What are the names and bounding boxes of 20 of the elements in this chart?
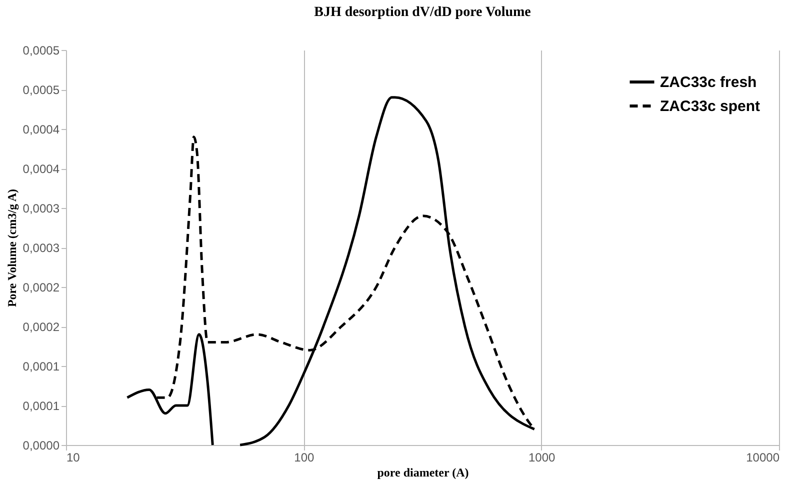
x-tick-label: 1000	[528, 450, 556, 464]
y-tick-label: 0,0000	[22, 438, 60, 452]
y-tick-label: 0,0004	[22, 162, 60, 176]
y-tick-label: 0,0001	[22, 399, 60, 413]
y-tick-label: 0,0003	[22, 241, 60, 255]
y-tick-label: 0,0002	[22, 280, 60, 294]
x-axis-title: pore diameter (A)	[377, 466, 469, 480]
y-tick-label: 0,0002	[22, 320, 60, 334]
y-tick-label: 0,0005	[22, 83, 60, 97]
y-tick-label: 0,0001	[22, 360, 60, 374]
y-tick-label: 0,0004	[22, 122, 60, 136]
legend-label: ZAC33c fresh	[660, 74, 757, 91]
y-tick-label: 0,0005	[22, 44, 60, 58]
y-axis-title: Pore Volume (cm3/g A)	[4, 188, 19, 308]
y-tick-label: 0,0003	[22, 202, 60, 216]
x-tick-label: 10000	[746, 450, 780, 464]
x-tick-label: 10	[66, 450, 80, 464]
chart-title: BJH desorption dV/dD pore Volume	[314, 5, 531, 20]
x-tick-label: 100	[294, 450, 314, 464]
legend-label: ZAC33c spent	[660, 98, 760, 115]
